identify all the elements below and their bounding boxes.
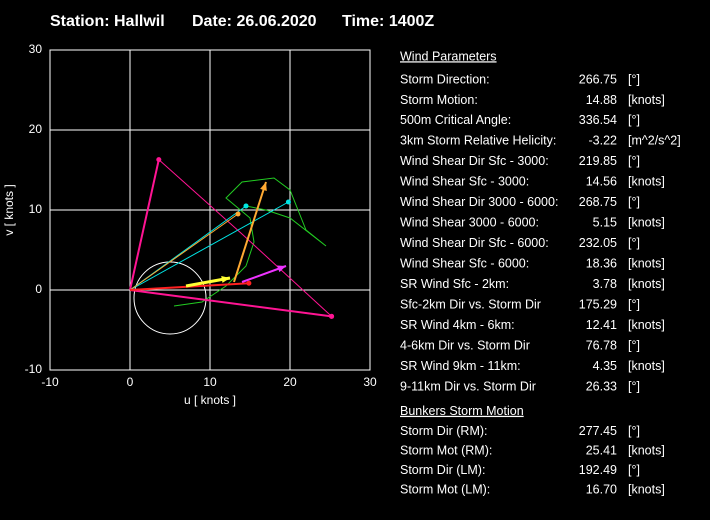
param-unit: [°] — [628, 154, 640, 168]
param-label: Storm Mot (LM): — [400, 482, 490, 496]
param-label: Storm Dir (RM): — [400, 424, 488, 438]
hodograph-line — [173, 177, 327, 307]
end-point — [329, 313, 335, 319]
arrow-head — [260, 182, 267, 191]
param-value: 266.75 — [579, 72, 617, 86]
param-unit: [°] — [628, 195, 640, 209]
y-axis-label: v [ knots ] — [2, 184, 16, 235]
hodograph-line — [129, 289, 332, 318]
y-tick-label: -10 — [25, 362, 43, 376]
param-unit: [knots] — [628, 482, 665, 496]
hodograph-line — [129, 201, 289, 291]
hodograph-line — [129, 213, 239, 291]
param-label: Wind Shear Dir Sfc - 6000: — [400, 236, 549, 250]
end-point — [235, 211, 241, 217]
param-label: 3km Storm Relative Helicity: — [400, 134, 556, 148]
param-label: 500m Critical Angle: — [400, 113, 511, 127]
param-unit: [knots] — [628, 359, 665, 373]
param-unit: [°] — [628, 424, 640, 438]
param-value: 76.78 — [586, 338, 617, 352]
param-value: 277.45 — [579, 424, 617, 438]
end-point — [243, 203, 249, 209]
y-tick-label: 0 — [35, 282, 42, 296]
param-label: SR Wind 9km - 11km: — [400, 359, 521, 373]
param-value: -3.22 — [589, 134, 618, 148]
param-value: 219.85 — [579, 154, 617, 168]
param-label: Storm Direction: — [400, 72, 490, 86]
param-unit: [°] — [628, 297, 640, 311]
param-value: 232.05 — [579, 236, 617, 250]
param-unit: [knots] — [628, 257, 665, 271]
y-tick-label: 30 — [29, 42, 43, 56]
x-tick-label: -10 — [41, 375, 59, 389]
param-value: 12.41 — [586, 318, 617, 332]
x-tick-label: 0 — [127, 375, 134, 389]
section-title: Bunkers Storm Motion — [400, 404, 524, 418]
param-value: 26.33 — [586, 379, 617, 393]
param-unit: [knots] — [628, 443, 665, 457]
param-unit: [°] — [628, 338, 640, 352]
param-value: 268.75 — [579, 195, 617, 209]
x-tick-label: 30 — [363, 375, 377, 389]
param-unit: [knots] — [628, 277, 665, 291]
param-label: Sfc-2km Dir vs. Storm Dir — [400, 297, 541, 311]
param-label: Storm Mot (RM): — [400, 443, 492, 457]
hodograph-line — [233, 181, 267, 283]
param-value: 18.36 — [586, 257, 617, 271]
param-label: Wind Shear Sfc - 3000: — [400, 175, 529, 189]
param-value: 5.15 — [593, 216, 617, 230]
param-value: 14.56 — [586, 175, 617, 189]
param-label: Storm Dir (LM): — [400, 463, 485, 477]
param-unit: [°] — [628, 113, 640, 127]
param-label: Storm Motion: — [400, 93, 478, 107]
param-value: 14.88 — [586, 93, 617, 107]
param-value: 336.54 — [579, 113, 617, 127]
param-unit: [m^2/s^2] — [628, 134, 681, 148]
param-unit: [°] — [628, 236, 640, 250]
end-point — [246, 280, 252, 286]
y-tick-label: 20 — [29, 122, 43, 136]
param-unit: [°] — [628, 379, 640, 393]
hodograph-line — [158, 159, 332, 317]
x-tick-label: 10 — [203, 375, 217, 389]
param-label: Wind Shear Sfc - 6000: — [400, 257, 529, 271]
param-label: 9-11km Dir vs. Storm Dir — [400, 379, 536, 393]
param-value: 25.41 — [586, 443, 617, 457]
param-value: 175.29 — [579, 297, 617, 311]
arrow-head — [221, 276, 230, 283]
station: Station: Hallwil — [50, 13, 165, 30]
y-tick-label: 10 — [29, 202, 43, 216]
param-label: Wind Shear 3000 - 6000: — [400, 216, 539, 230]
hodograph-line — [129, 159, 160, 291]
param-label: Wind Shear Dir 3000 - 6000: — [400, 195, 558, 209]
arrow-head — [277, 265, 286, 273]
param-unit: [°] — [628, 463, 640, 477]
param-unit: [knots] — [628, 318, 665, 332]
time: Time: 1400Z — [342, 13, 434, 30]
param-unit: [knots] — [628, 216, 665, 230]
param-value: 4.35 — [593, 359, 617, 373]
x-tick-label: 20 — [283, 375, 297, 389]
param-value: 3.78 — [593, 277, 617, 291]
end-point — [285, 199, 291, 205]
param-unit: [°] — [628, 72, 640, 86]
param-unit: [knots] — [628, 175, 665, 189]
param-unit: [knots] — [628, 93, 665, 107]
param-label: SR Wind Sfc - 2km: — [400, 277, 509, 291]
section-title: Wind Parameters — [400, 49, 497, 63]
param-label: 4-6km Dir vs. Storm Dir — [400, 338, 530, 352]
param-label: SR Wind 4km - 6km: — [400, 318, 515, 332]
date: Date: 26.06.2020 — [192, 13, 317, 30]
param-label: Wind Shear Dir Sfc - 3000: — [400, 154, 549, 168]
x-axis-label: u [ knots ] — [184, 393, 236, 407]
param-value: 16.70 — [586, 482, 617, 496]
param-value: 192.49 — [579, 463, 617, 477]
